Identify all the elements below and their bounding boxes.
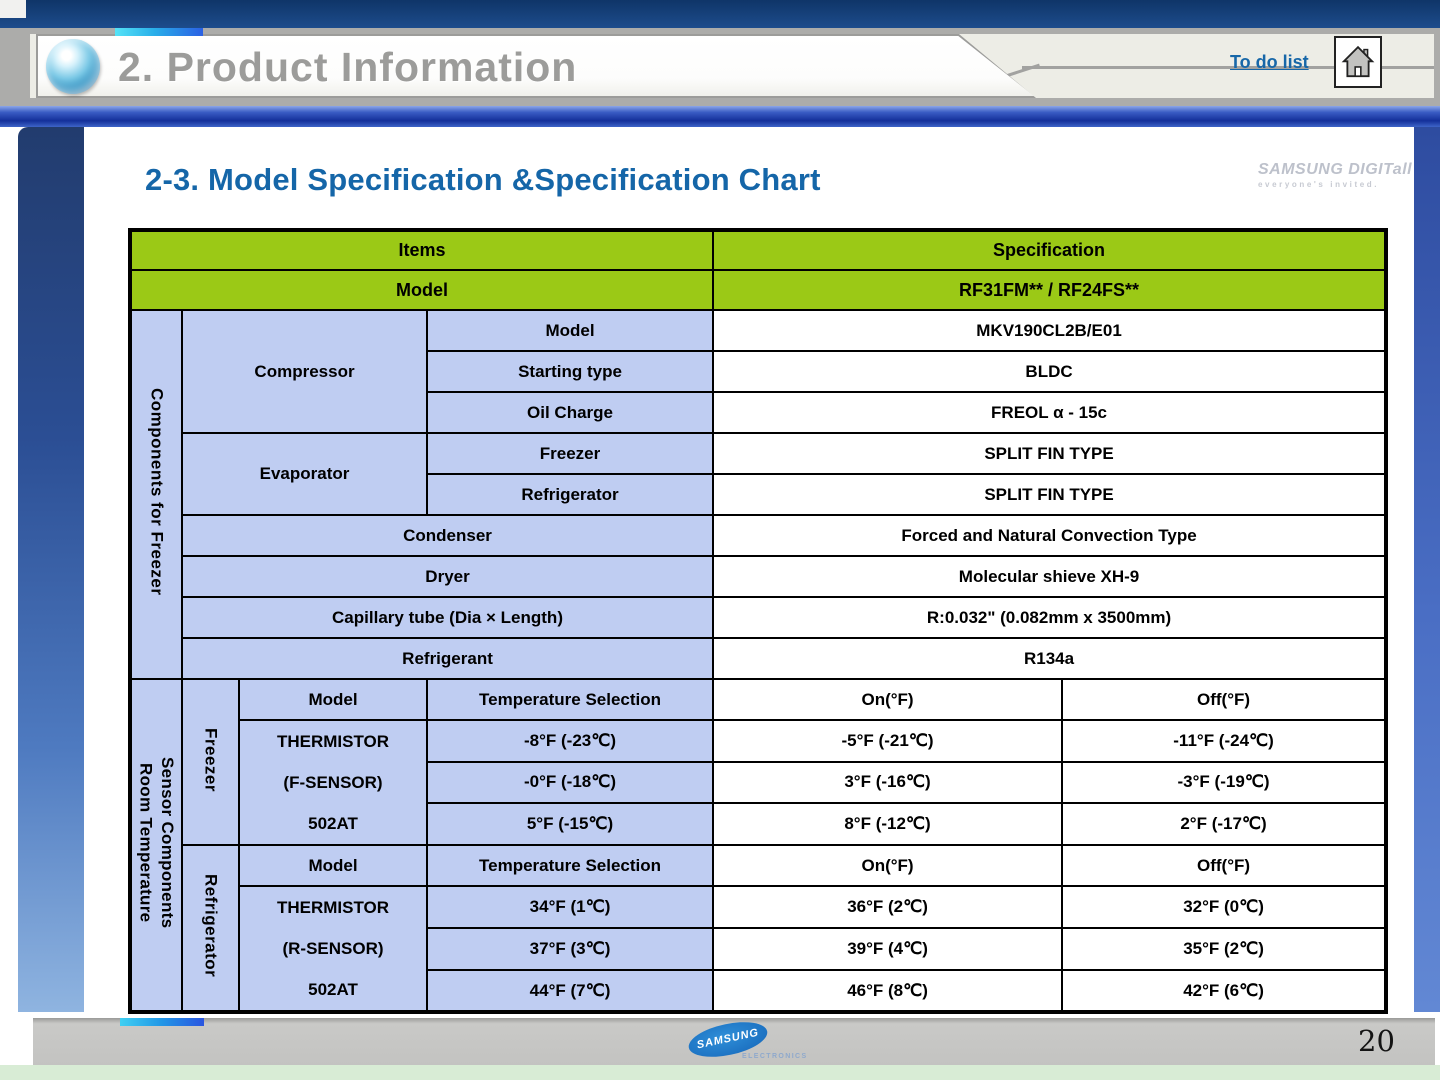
r-sensor-name-cell: THERMISTOR (R-SENSOR) 502AT — [238, 885, 428, 1013]
digitall-logo-text: SAMSUNG DIGITall — [1258, 161, 1413, 178]
off-cell: 42°F (6℃) — [1061, 969, 1388, 1013]
frame-right-border — [1414, 127, 1440, 1012]
value-cell: Forced and Natural Convection Type — [712, 514, 1388, 557]
header-trim-line — [1022, 66, 1434, 69]
sensor-side-label-line2: Sensor Components — [157, 756, 177, 929]
samsung-digitall-logo: SAMSUNG DIGITall everyone's invited. — [1258, 160, 1412, 190]
sensor-name-line: THERMISTOR — [276, 732, 390, 751]
off-header-cell: Off(°F) — [1061, 844, 1388, 887]
section-title: 2. Product Information — [118, 44, 578, 90]
sensor-name-line: THERMISTOR — [276, 898, 390, 917]
selection-cell: 37°F (3℃) — [425, 927, 715, 971]
freezer-side-label-cell: Freezer — [181, 678, 240, 846]
item-cell: Refrigerator — [425, 473, 715, 516]
sensor-side-label-cell: Room Temperature Sensor Components — [129, 678, 183, 1013]
on-header-cell: On(°F) — [712, 844, 1064, 887]
samsung-logo-sub: ELECTRONICS — [742, 1053, 808, 1060]
value-cell: R134a — [712, 637, 1388, 680]
compressor-label-cell: Compressor — [181, 309, 428, 434]
home-icon — [1341, 45, 1375, 78]
off-cell: 2°F (-17℃) — [1061, 802, 1388, 846]
selection-cell: -8°F (-23℃) — [425, 719, 715, 763]
sensor-name-line: (R-SENSOR) — [282, 939, 384, 958]
sensor-side-label-line1: Room Temperature — [136, 762, 156, 923]
spec-table-wrap: Items Specification Model RF31FM** / RF2… — [128, 228, 1389, 1014]
item-cell: Capillary tube (Dia × Length) — [180, 596, 715, 639]
sensor-model-header-cell: Model — [238, 844, 428, 887]
selection-cell: 44°F (7℃) — [425, 969, 715, 1013]
freezer-side-label: Freezer — [201, 727, 221, 792]
page-number: 20 — [1358, 1024, 1395, 1058]
title-plate — [38, 36, 1034, 96]
items-header-cell: Items — [128, 229, 715, 271]
value-cell: R:0.032" (0.082mm x 3500mm) — [712, 596, 1388, 639]
components-side-label: Components for Freezer — [147, 388, 167, 596]
accent-strip-bottom — [120, 1018, 204, 1026]
item-cell: Freezer — [425, 432, 715, 475]
refrigerator-side-label: Refrigerator — [201, 873, 221, 978]
item-cell: Starting type — [425, 350, 715, 393]
model-value-cell: RF31FM** / RF24FS** — [712, 269, 1388, 311]
evaporator-label-cell: Evaporator — [181, 432, 428, 516]
value-cell: Molecular shieve XH-9 — [712, 555, 1388, 598]
page-title: 2-3. Model Specification &Specification … — [145, 162, 821, 197]
sensor-name-line: 502AT — [308, 814, 358, 833]
value-cell: SPLIT FIN TYPE — [712, 473, 1388, 516]
off-cell: -3°F (-19℃) — [1061, 760, 1388, 805]
sensor-name-line: (F-SENSOR) — [283, 773, 383, 792]
sensor-model-header-cell: Model — [238, 678, 428, 721]
accent-strip-top — [115, 28, 203, 36]
model-label-cell: Model — [128, 269, 715, 311]
on-cell: 46°F (8℃) — [712, 969, 1064, 1013]
refrigerator-side-label-cell: Refrigerator — [181, 844, 240, 1013]
on-header-cell: On(°F) — [712, 678, 1064, 721]
item-cell: Model — [425, 309, 715, 352]
value-cell: FREOL α - 15c — [712, 391, 1388, 434]
temp-selection-header-cell: Temperature Selection — [425, 844, 715, 887]
value-cell: BLDC — [712, 350, 1388, 393]
item-cell: Refrigerant — [180, 637, 715, 680]
home-button[interactable] — [1334, 36, 1382, 88]
corner-notch — [0, 0, 26, 18]
on-cell: 39°F (4℃) — [712, 927, 1064, 971]
specification-header-cell: Specification — [712, 229, 1388, 271]
off-header-cell: Off(°F) — [1061, 678, 1388, 721]
off-cell: -11°F (-24℃) — [1061, 719, 1388, 763]
item-cell: Dryer — [180, 555, 715, 598]
value-cell: MKV190CL2B/E01 — [712, 309, 1388, 352]
on-cell: 8°F (-12℃) — [712, 802, 1064, 846]
components-side-label-cell: Components for Freezer — [129, 309, 183, 680]
on-cell: -5°F (-21℃) — [712, 719, 1064, 763]
selection-cell: 34°F (1℃) — [425, 885, 715, 929]
f-sensor-name-cell: THERMISTOR (F-SENSOR) 502AT — [238, 719, 428, 846]
temp-selection-header-cell: Temperature Selection — [425, 678, 715, 721]
value-cell: SPLIT FIN TYPE — [712, 432, 1388, 475]
off-cell: 32°F (0℃) — [1061, 885, 1388, 929]
todo-list-link[interactable]: To do list — [1230, 52, 1309, 72]
selection-cell: -0°F (-18℃) — [425, 760, 715, 805]
off-cell: 35°F (2℃) — [1061, 927, 1388, 971]
on-cell: 36°F (2℃) — [712, 885, 1064, 929]
sphere-icon — [46, 39, 100, 94]
digitall-logo-tagline: everyone's invited. — [1258, 180, 1380, 189]
bottom-green-strip — [0, 1065, 1440, 1080]
spec-table: Items Specification Model RF31FM** / RF2… — [128, 228, 1389, 1014]
on-cell: 3°F (-16℃) — [712, 760, 1064, 805]
item-cell: Oil Charge — [425, 391, 715, 434]
top-navy-bar — [0, 0, 1440, 28]
sensor-name-line: 502AT — [308, 980, 358, 999]
frame-left-border — [18, 127, 84, 1012]
item-cell: Condenser — [180, 514, 715, 557]
selection-cell: 5°F (-15℃) — [425, 802, 715, 846]
sensor-side-label: Room Temperature Sensor Components — [135, 757, 178, 928]
header-blue-bar — [0, 106, 1440, 127]
